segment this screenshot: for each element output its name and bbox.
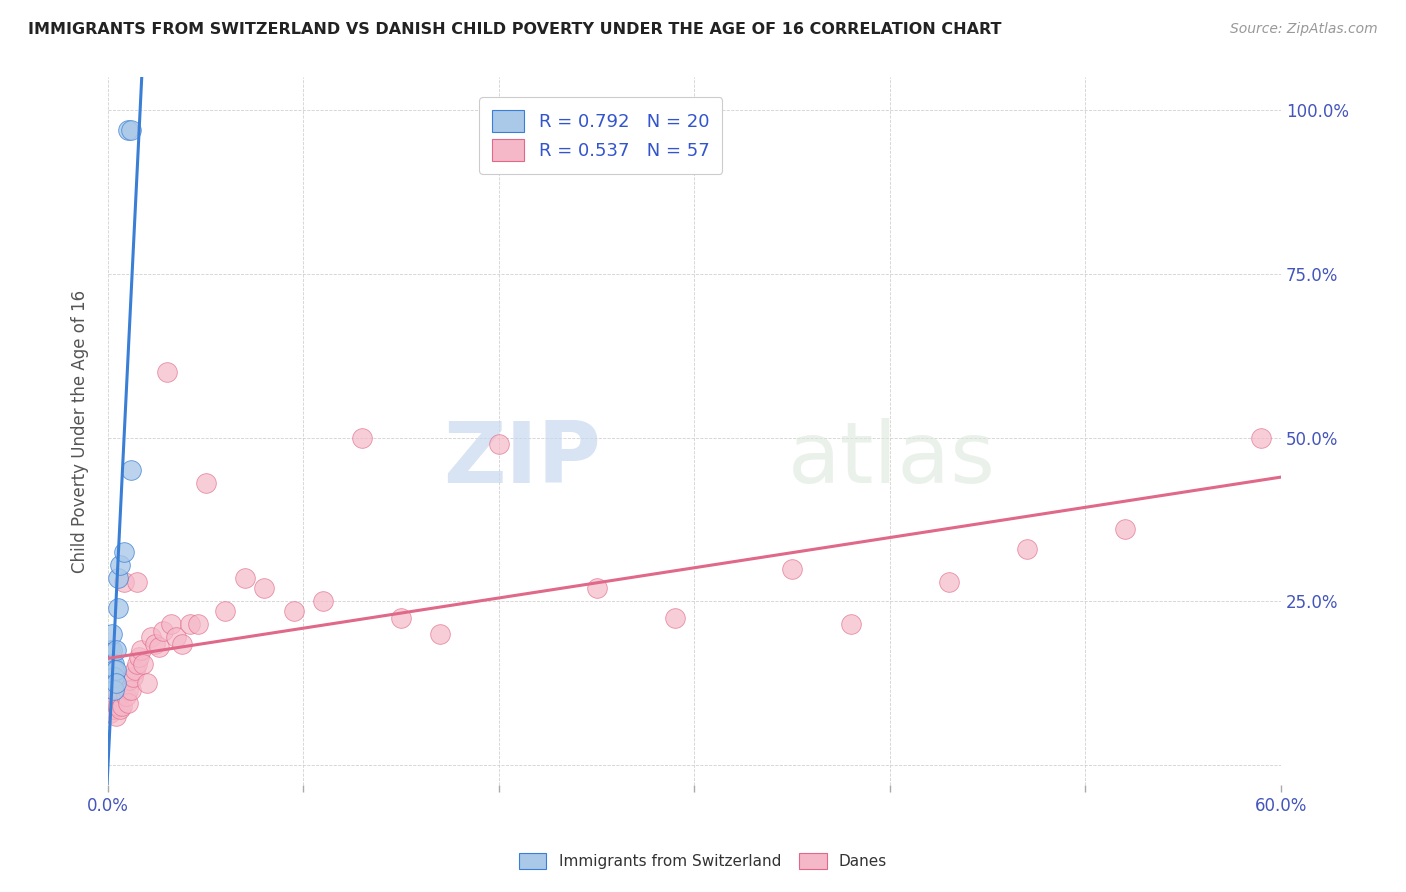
Point xyxy=(98,706,121,720)
Point xyxy=(103,670,125,684)
Point xyxy=(111,699,134,714)
Point xyxy=(139,631,162,645)
Point xyxy=(108,702,131,716)
Point xyxy=(104,696,127,710)
Text: Source: ZipAtlas.com: Source: ZipAtlas.com xyxy=(1230,22,1378,37)
Point xyxy=(159,617,181,632)
Point xyxy=(120,682,142,697)
Point xyxy=(104,663,127,677)
Point xyxy=(118,673,141,687)
Point xyxy=(194,476,217,491)
Point xyxy=(839,617,862,632)
Text: atlas: atlas xyxy=(789,417,997,501)
Point xyxy=(143,637,166,651)
Y-axis label: Child Poverty Under the Age of 16: Child Poverty Under the Age of 16 xyxy=(72,290,89,573)
Legend: R = 0.792   N = 20, R = 0.537   N = 57: R = 0.792 N = 20, R = 0.537 N = 57 xyxy=(479,97,723,174)
Point xyxy=(253,582,276,596)
Point xyxy=(101,643,124,657)
Text: IMMIGRANTS FROM SWITZERLAND VS DANISH CHILD POVERTY UNDER THE AGE OF 16 CORRELAT: IMMIGRANTS FROM SWITZERLAND VS DANISH CH… xyxy=(28,22,1001,37)
Point xyxy=(1250,431,1272,445)
Point xyxy=(488,437,510,451)
Point xyxy=(112,545,135,559)
Point xyxy=(429,627,451,641)
Point xyxy=(98,670,121,684)
Point xyxy=(132,657,155,671)
Point xyxy=(104,643,127,657)
Point xyxy=(352,431,374,445)
Point xyxy=(108,558,131,573)
Point xyxy=(127,574,149,589)
Point xyxy=(780,561,803,575)
Point xyxy=(664,611,686,625)
Point xyxy=(938,574,960,589)
Point xyxy=(128,650,150,665)
Point xyxy=(585,582,607,596)
Point xyxy=(101,702,124,716)
Point xyxy=(148,640,170,655)
Point xyxy=(117,123,139,137)
Point xyxy=(104,709,127,723)
Point xyxy=(107,699,129,714)
Text: ZIP: ZIP xyxy=(443,417,600,501)
Point xyxy=(120,463,142,477)
Point xyxy=(101,657,124,671)
Point xyxy=(172,637,194,651)
Point xyxy=(117,696,139,710)
Point xyxy=(107,601,129,615)
Point xyxy=(104,676,127,690)
Point xyxy=(103,657,125,671)
Point xyxy=(103,686,125,700)
Point xyxy=(111,686,134,700)
Point xyxy=(187,617,209,632)
Point xyxy=(107,571,129,585)
Point xyxy=(103,663,125,677)
Point xyxy=(1015,541,1038,556)
Point xyxy=(107,686,129,700)
Point xyxy=(101,692,124,706)
Point xyxy=(152,624,174,638)
Point xyxy=(98,643,121,657)
Point xyxy=(122,670,145,684)
Point xyxy=(165,631,187,645)
Point xyxy=(120,123,142,137)
Point xyxy=(114,690,136,704)
Point xyxy=(117,682,139,697)
Point xyxy=(233,571,256,585)
Point xyxy=(103,696,125,710)
Point xyxy=(1114,522,1136,536)
Point xyxy=(283,604,305,618)
Point xyxy=(156,365,179,379)
Point xyxy=(108,690,131,704)
Point xyxy=(127,657,149,671)
Point xyxy=(124,663,146,677)
Point xyxy=(98,692,121,706)
Point xyxy=(103,702,125,716)
Point xyxy=(214,604,236,618)
Point xyxy=(98,657,121,671)
Legend: Immigrants from Switzerland, Danes: Immigrants from Switzerland, Danes xyxy=(513,847,893,875)
Point xyxy=(136,676,159,690)
Point xyxy=(129,643,152,657)
Point xyxy=(101,627,124,641)
Point xyxy=(179,617,201,632)
Point xyxy=(312,594,335,608)
Point xyxy=(103,682,125,697)
Point xyxy=(112,574,135,589)
Point xyxy=(389,611,412,625)
